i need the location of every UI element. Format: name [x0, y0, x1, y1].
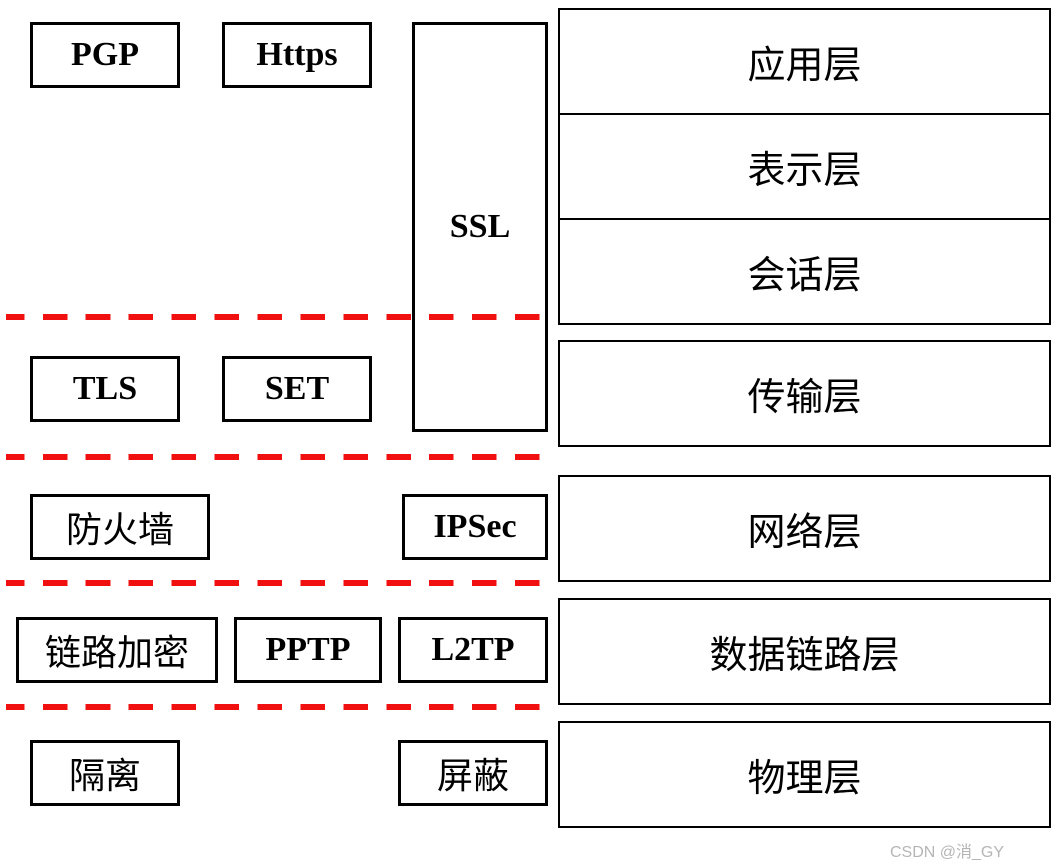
divider-3 [6, 580, 558, 586]
layer-transport: 传输层 [558, 340, 1051, 447]
layer-physical: 物理层 [558, 721, 1051, 828]
layer-presentation: 表示层 [558, 113, 1051, 220]
proto-label: L2TP [431, 631, 514, 669]
proto-https: Https [222, 22, 372, 88]
proto-pptp: PPTP [234, 617, 382, 683]
layer-label: 网络层 [747, 501, 861, 556]
watermark: CSDN @消_GY [890, 838, 1004, 862]
proto-l2tp: L2TP [398, 617, 548, 683]
proto-firewall: 防火墙 [30, 494, 210, 560]
proto-tls: TLS [30, 356, 180, 422]
layer-datalink: 数据链路层 [558, 598, 1051, 705]
proto-label: PPTP [266, 631, 351, 669]
divider-4 [6, 704, 558, 710]
proto-pgp: PGP [30, 22, 180, 88]
proto-label: 隔离 [69, 747, 141, 799]
proto-label: 屏蔽 [437, 747, 509, 799]
layer-network: 网络层 [558, 475, 1051, 582]
proto-shielding: 屏蔽 [398, 740, 548, 806]
proto-isolation: 隔离 [30, 740, 180, 806]
proto-label: 防火墙 [66, 501, 174, 553]
proto-label: Https [256, 36, 337, 74]
layer-label: 传输层 [747, 366, 861, 421]
proto-label: PGP [71, 36, 139, 74]
layer-application: 应用层 [558, 8, 1051, 115]
layer-session: 会话层 [558, 218, 1051, 325]
layer-label: 物理层 [747, 747, 861, 802]
layer-label: 应用层 [747, 34, 861, 89]
layer-label: 数据链路层 [709, 624, 899, 679]
proto-label: 链路加密 [45, 624, 189, 676]
proto-set: SET [222, 356, 372, 422]
proto-ssl: SSL [412, 22, 548, 432]
proto-link-encryption: 链路加密 [16, 617, 218, 683]
proto-label: SSL [450, 208, 511, 246]
layer-label: 表示层 [747, 139, 861, 194]
layer-label: 会话层 [747, 244, 861, 299]
divider-2 [6, 454, 558, 460]
proto-label: IPSec [433, 508, 516, 546]
proto-label: SET [265, 370, 329, 408]
proto-label: TLS [73, 370, 137, 408]
proto-ipsec: IPSec [402, 494, 548, 560]
